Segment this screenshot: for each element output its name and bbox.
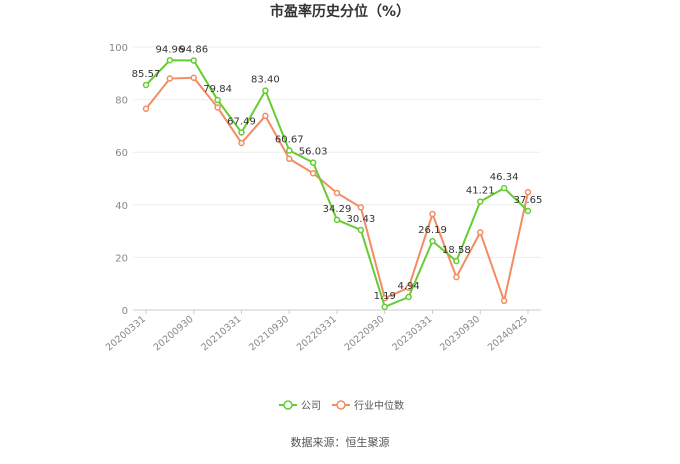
- series-0-point-10: [381, 303, 388, 311]
- x-tick-label: 20220331: [295, 314, 339, 354]
- series-layer: [142, 57, 532, 311]
- data-label: 83.40: [251, 75, 280, 86]
- series-0-point-11: [405, 293, 412, 301]
- legend: 公司 行业中位数: [279, 399, 404, 412]
- series-1-point-0: [142, 105, 150, 113]
- series-1-point-3: [214, 104, 221, 111]
- data-label: 67.49: [227, 117, 256, 128]
- series-0-point-8: [333, 216, 341, 224]
- y-tick-label: 60: [115, 148, 128, 159]
- series-0-point-2: [190, 57, 197, 64]
- series-line-0: [145, 59, 529, 309]
- series-1-point-9: [357, 204, 365, 211]
- series-1-point-14: [477, 229, 484, 236]
- x-tick-label: 20210930: [247, 314, 291, 354]
- y-tick-label: 100: [109, 43, 128, 54]
- series-1-point-15: [500, 297, 508, 305]
- data-label: 56.03: [299, 147, 328, 158]
- series-1-point-5: [262, 112, 269, 120]
- axis-layer: 0 20 40 60 80 100 20200331 20200930 20210331 2021…: [104, 43, 530, 353]
- series-0-point-4: [238, 129, 245, 136]
- y-tick-label: 40: [115, 201, 128, 212]
- series-0-point-12: [429, 237, 436, 245]
- series-0-point-1: [166, 57, 174, 64]
- data-label: 18.58: [442, 245, 471, 256]
- series-0-point-3: [214, 96, 221, 104]
- series-0-point-0: [142, 81, 150, 89]
- series-0-point-5: [262, 87, 269, 94]
- data-label: 1.19: [374, 291, 396, 302]
- y-tick-label: 80: [115, 96, 128, 107]
- data-label: 85.57: [132, 69, 161, 80]
- data-label: 26.19: [418, 225, 447, 236]
- series-0-point-9: [357, 226, 365, 234]
- x-tick-label: 20200331: [104, 314, 148, 354]
- data-label: 4.94: [397, 281, 419, 292]
- series-0-point-7: [309, 159, 317, 166]
- data-label: 94.96: [156, 44, 185, 55]
- data-label: 30.43: [347, 214, 376, 225]
- legend-label-1: 行业中位数: [354, 399, 404, 412]
- series-1-point-7: [309, 169, 317, 177]
- series-0-point-15: [500, 184, 508, 192]
- data-label: 34.29: [323, 204, 352, 215]
- series-1-point-1: [166, 75, 174, 82]
- legend-label-0: 公司: [301, 401, 321, 412]
- series-0-point-14: [477, 198, 484, 205]
- series-1-point-12: [429, 210, 436, 218]
- x-tick-label: 20200930: [152, 314, 196, 354]
- grid-layer: [133, 46, 541, 311]
- data-label: 41.21: [466, 186, 495, 197]
- data-label: 37.65: [514, 195, 543, 206]
- series-0-point-16: [524, 207, 532, 215]
- series-1-point-2: [190, 74, 197, 82]
- x-tick-label: 20240425: [486, 314, 530, 354]
- data-label: 94.86: [179, 45, 208, 56]
- legend-swatch-marker-0: [283, 400, 293, 410]
- data-label: 79.84: [203, 84, 232, 95]
- data-label: 46.34: [490, 172, 519, 183]
- data-source-note: 数据来源：恒生聚源: [291, 435, 390, 449]
- chart-title: 市盈率历史分位（%）: [270, 3, 410, 20]
- series-0-point-13: [453, 257, 460, 265]
- x-tick-label: 20220930: [343, 314, 387, 354]
- series-1-point-8: [333, 189, 341, 197]
- x-tick-label: 20230331: [390, 314, 434, 354]
- series-1-point-6: [286, 155, 293, 163]
- y-tick-label: 20: [115, 253, 128, 264]
- data-label: 60.67: [275, 134, 304, 145]
- series-1-point-4: [238, 139, 245, 147]
- series-1-point-16: [524, 188, 532, 196]
- y-tick-label: 0: [122, 306, 128, 317]
- series-0-point-6: [286, 147, 293, 154]
- x-tick-label: 20210331: [199, 314, 243, 354]
- series-1-point-13: [453, 273, 460, 281]
- legend-swatch-marker-1: [336, 400, 346, 410]
- series-1-point-11: [405, 284, 412, 291]
- x-tick-label: 20230930: [438, 314, 482, 354]
